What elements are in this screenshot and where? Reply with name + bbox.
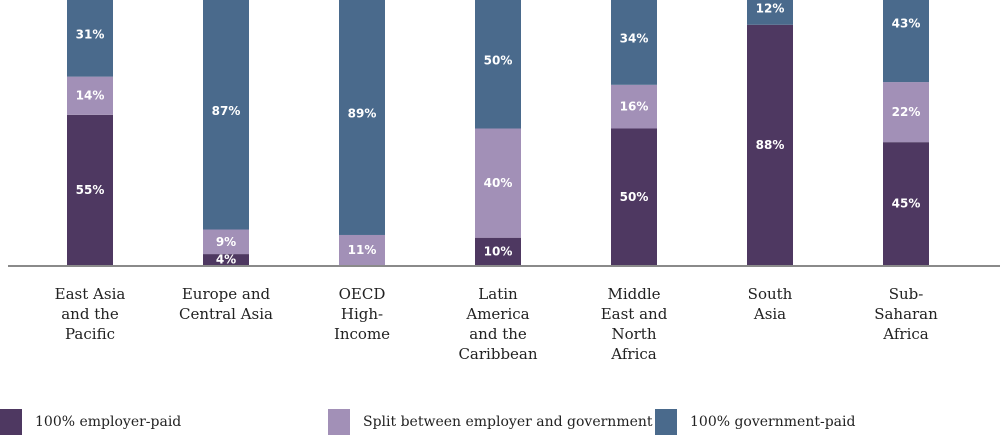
category-label: Latin xyxy=(478,285,518,303)
data-label: 40% xyxy=(484,176,513,190)
legend: 100% employer-paid Split between employer… xyxy=(0,409,855,435)
data-label: 9% xyxy=(216,235,236,249)
data-label: 10% xyxy=(484,244,513,258)
bar-segment xyxy=(883,142,929,265)
category-label: Africa xyxy=(882,325,928,343)
bar-segment xyxy=(475,0,521,129)
bar-segment xyxy=(747,0,793,25)
category-label: East Asia xyxy=(55,285,126,303)
data-label: 12% xyxy=(756,1,785,15)
data-label: 16% xyxy=(620,100,649,114)
bar-segment xyxy=(475,237,521,265)
data-label: 4% xyxy=(216,253,236,267)
category-label: South xyxy=(748,285,793,303)
data-label: 87% xyxy=(212,104,241,118)
data-label: 11% xyxy=(348,243,377,257)
bar-segment xyxy=(883,82,929,143)
category-label: High- xyxy=(341,305,383,323)
category-label: OECD xyxy=(339,285,386,303)
bar-segment xyxy=(203,0,249,230)
bar-segment xyxy=(67,76,113,115)
legend-label: 100% employer-paid xyxy=(35,414,181,430)
category-label: Middle xyxy=(607,285,660,303)
category-label: North xyxy=(611,325,656,343)
bar-segment xyxy=(611,128,657,265)
data-label: 22% xyxy=(892,105,921,119)
category-label: Saharan xyxy=(874,305,938,323)
category-label: and the xyxy=(469,325,527,343)
data-label: 50% xyxy=(484,53,513,67)
category-label: America xyxy=(465,305,529,323)
category-label: Europe and xyxy=(182,285,271,303)
data-label: 43% xyxy=(892,16,921,30)
bar-segment xyxy=(611,84,657,129)
bar-segment xyxy=(339,234,385,265)
legend-label: 100% government-paid xyxy=(690,414,855,430)
data-label: 34% xyxy=(620,31,649,45)
data-label: 45% xyxy=(892,197,921,211)
data-label: 14% xyxy=(76,89,105,103)
bar-segment xyxy=(203,254,249,265)
bar-segment xyxy=(611,0,657,85)
bar-segment xyxy=(67,114,113,265)
data-label: 31% xyxy=(76,27,105,41)
bar-segment xyxy=(203,229,249,255)
legend-label: Split between employer and government xyxy=(363,414,653,430)
data-label: 88% xyxy=(756,138,785,152)
bar-segment xyxy=(475,128,521,238)
category-label: Africa xyxy=(610,345,656,363)
data-label: 89% xyxy=(348,106,377,120)
legend-swatch xyxy=(0,409,22,435)
category-label: Central Asia xyxy=(179,305,273,323)
category-label: Asia xyxy=(753,305,786,323)
data-label: 55% xyxy=(76,183,105,197)
bar-segment xyxy=(339,0,385,235)
category-labels: East Asia and the Pacific Europe and Central… xyxy=(55,285,938,363)
bar-segment xyxy=(67,0,113,77)
legend-swatch xyxy=(655,409,677,435)
category-label: and the xyxy=(61,305,119,323)
bar-segment xyxy=(747,24,793,266)
category-label: Pacific xyxy=(65,325,115,343)
legend-swatch xyxy=(328,409,350,435)
category-label: Income xyxy=(334,325,390,343)
bars-group: 55% 14% 31% 4% 9% 87% 11% 89% 10% 40% 50% 50% 16% 34%… xyxy=(67,0,929,267)
category-label: East and xyxy=(601,305,668,323)
category-label: Sub- xyxy=(889,285,924,303)
bar-segment xyxy=(883,0,929,83)
data-label: 50% xyxy=(620,190,649,204)
category-label: Caribbean xyxy=(458,345,537,363)
